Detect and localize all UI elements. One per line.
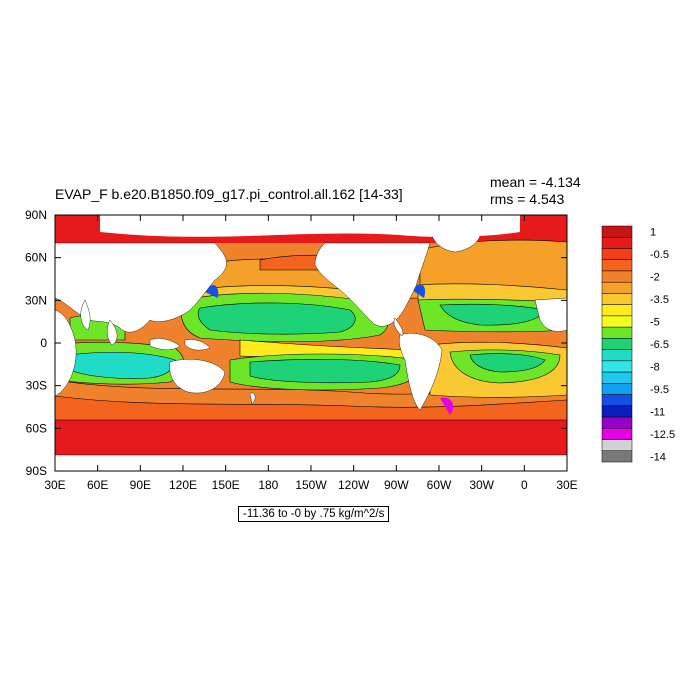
colorbar-label: -6.5 bbox=[650, 339, 669, 351]
y-tick-label: 30S bbox=[26, 379, 47, 393]
x-tick-label: 0 bbox=[521, 478, 528, 492]
x-tick-label: 180 bbox=[258, 478, 278, 492]
colorbar-swatch bbox=[601, 439, 633, 452]
y-tick-label: 0 bbox=[40, 336, 47, 350]
colorbar-swatch bbox=[601, 236, 633, 249]
colorbar-swatch bbox=[601, 394, 633, 407]
evaporation-field bbox=[55, 215, 567, 471]
x-tick-label: 150E bbox=[212, 478, 240, 492]
colorbar-label: -9.5 bbox=[650, 384, 669, 396]
colorbar-swatch bbox=[601, 293, 633, 305]
y-tick-label: 60N bbox=[25, 251, 47, 265]
colorbar-label: -11 bbox=[650, 406, 665, 418]
colorbar-swatch bbox=[601, 428, 633, 440]
colorbar-swatch bbox=[601, 326, 633, 339]
colorbar-swatch bbox=[601, 259, 633, 272]
y-axis: 90N 60N 30N 0 30S 60S 90S bbox=[25, 208, 567, 478]
x-tick-label: 30W bbox=[469, 478, 494, 492]
y-tick-label: 90N bbox=[25, 208, 47, 222]
y-tick-label: 60S bbox=[26, 421, 47, 435]
colorbar-swatch bbox=[601, 315, 633, 328]
x-tick-label: 90W bbox=[384, 478, 409, 492]
plot-title: EVAP_F b.e20.B1850.f09_g17.pi_control.al… bbox=[55, 186, 403, 202]
y-tick-label: 30N bbox=[25, 293, 47, 307]
colorbar-swatch bbox=[601, 225, 633, 238]
x-tick-label: 150W bbox=[295, 478, 327, 492]
colorbar-swatch bbox=[601, 360, 633, 373]
colorbar-label: -12.5 bbox=[650, 429, 675, 441]
contour-range-label: -11.36 to -0 by .75 kg/m^2/s bbox=[238, 506, 390, 522]
colorbar-swatch bbox=[601, 450, 633, 463]
x-tick-label: 30E bbox=[556, 478, 577, 492]
colorbar-swatch bbox=[601, 304, 633, 317]
x-tick-label: 60W bbox=[427, 478, 452, 492]
colorbar-label: -14 bbox=[650, 451, 666, 463]
colorbar-label: -8 bbox=[650, 361, 660, 373]
mean-value: mean = -4.134 bbox=[490, 174, 581, 190]
colorbar-label: -5 bbox=[650, 317, 660, 329]
colorbar-swatch bbox=[601, 371, 633, 384]
colorbar-swatch bbox=[601, 248, 633, 260]
x-tick-label: 120W bbox=[338, 478, 370, 492]
y-tick-label: 90S bbox=[26, 464, 47, 478]
colorbar: 1 -0.5 -2 -3.5 -5 -6.5 -8 -9.5 -11 -12.5 -14 bbox=[601, 225, 675, 463]
colorbar-swatch bbox=[601, 270, 633, 283]
rms-value: rms = 4.543 bbox=[490, 191, 565, 207]
colorbar-swatch bbox=[601, 383, 633, 395]
colorbar-label: -2 bbox=[650, 272, 660, 284]
colorbar-swatch bbox=[601, 338, 633, 350]
colorbar-label: -0.5 bbox=[650, 249, 669, 261]
x-tick-label: 30E bbox=[44, 478, 65, 492]
colorbar-swatch bbox=[601, 281, 633, 294]
colorbar-swatch bbox=[601, 349, 633, 362]
colorbar-swatch bbox=[601, 405, 633, 418]
colorbar-swatch bbox=[601, 416, 633, 429]
colorbar-label: -3.5 bbox=[650, 294, 669, 306]
x-axis: 30E 60E 90E 120E 150E 180 150W 120W 90W 60W 30W 0 30… bbox=[44, 215, 578, 492]
x-tick-label: 120E bbox=[169, 478, 197, 492]
x-tick-label: 60E bbox=[87, 478, 108, 492]
x-tick-label: 90E bbox=[130, 478, 151, 492]
colorbar-label: 1 bbox=[650, 227, 656, 239]
